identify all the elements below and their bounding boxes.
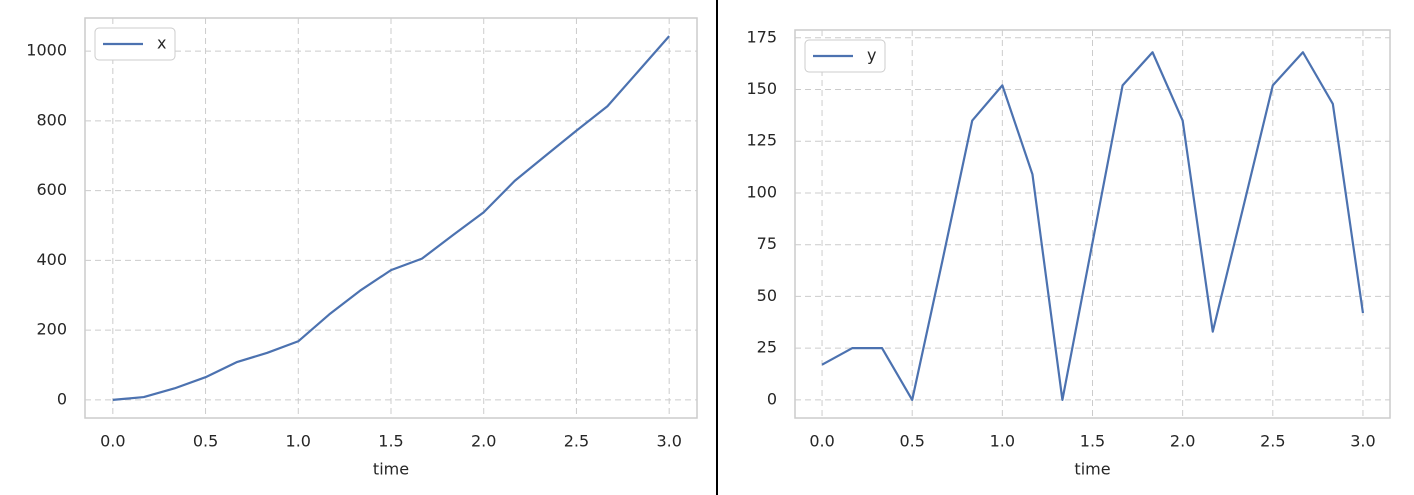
x-tick-label: 2.5 [564, 432, 589, 451]
x-tick-label: 2.0 [471, 432, 496, 451]
y-tick-label: 50 [757, 286, 777, 305]
y-tick-label: 75 [757, 234, 777, 253]
x-tick-label: 2.0 [1170, 432, 1195, 451]
x-tick-label: 1.5 [1080, 432, 1105, 451]
x-tick-label: 1.0 [286, 432, 311, 451]
x-tick-label: 2.5 [1260, 432, 1285, 451]
y-tick-label: 800 [36, 110, 67, 129]
x-tick-label: 1.5 [378, 432, 403, 451]
y-tick-label: 100 [746, 182, 777, 201]
y-tick-label: 150 [746, 79, 777, 98]
legend-label: x [157, 34, 166, 53]
y-tick-label: 0 [767, 389, 777, 408]
x-tick-label: 0.5 [899, 432, 924, 451]
y-tick-label: 0 [57, 389, 67, 408]
legend-label: y [867, 46, 876, 65]
data-line [112, 35, 671, 401]
y-tick-label: 175 [746, 27, 777, 46]
y-tick-label: 600 [36, 180, 67, 199]
x-tick-label: 0.5 [193, 432, 218, 451]
data-line [821, 51, 1365, 401]
x-axis-label: time [1074, 460, 1110, 479]
x-tick-label: 3.0 [656, 432, 681, 451]
plot-frame [794, 29, 1391, 419]
x-tick-label: 0.0 [100, 432, 125, 451]
y-tick-label: 400 [36, 250, 67, 269]
plot-frame [84, 17, 698, 419]
y-tick-label: 1000 [26, 41, 67, 60]
y-tick-label: 125 [746, 131, 777, 150]
x-tick-label: 0.0 [809, 432, 834, 451]
y-tick-label: 25 [757, 338, 777, 357]
x-tick-label: 1.0 [990, 432, 1015, 451]
x-axis-label: time [373, 460, 409, 479]
x-tick-label: 3.0 [1350, 432, 1375, 451]
y-tick-label: 200 [36, 320, 67, 339]
